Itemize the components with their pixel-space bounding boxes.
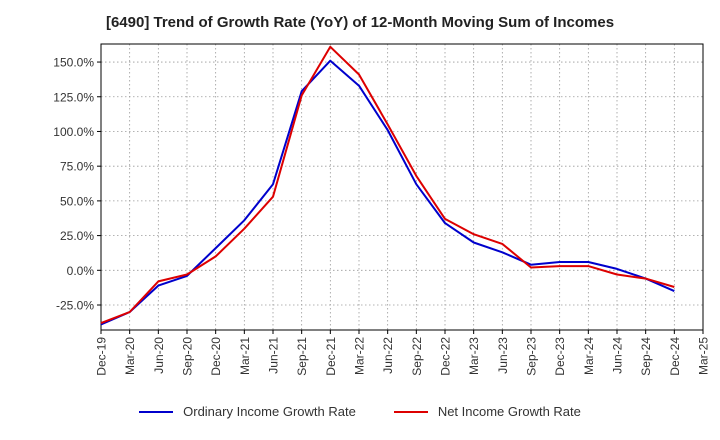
x-tick-label: Jun-23 (496, 337, 510, 374)
plot-area-frame (100, 43, 704, 331)
series-lines (100, 45, 675, 326)
legend-item-ordinary-income: Ordinary Income Growth Rate (139, 404, 356, 419)
x-tick-label: Dec-20 (209, 337, 223, 376)
x-tick-label: Sep-24 (639, 337, 653, 376)
series-line-ordinary-income (100, 59, 675, 326)
y-tick-label: 150.0% (53, 56, 94, 70)
x-tick-label: Sep-23 (525, 337, 539, 376)
x-tick-label: Jun-20 (152, 337, 166, 374)
x-tick-label: Dec-19 (95, 337, 109, 376)
x-tick-label: Mar-20 (123, 337, 137, 375)
x-tick-label: Dec-22 (439, 337, 453, 376)
x-tick-label: Sep-20 (181, 337, 195, 376)
x-tick-label: Dec-23 (553, 337, 567, 376)
y-tick-label: 125.0% (53, 90, 94, 104)
x-tick-label: Jun-24 (611, 337, 625, 374)
x-tick-label: Jun-21 (267, 337, 281, 374)
legend-item-net-income: Net Income Growth Rate (393, 404, 581, 419)
chart-title: [6490] Trend of Growth Rate (YoY) of 12-… (105, 14, 615, 31)
y-axis-tick-labels: 150.0% 125.0% 100.0% 75.0% 50.0% 25.0% 0.0% -25… (53, 56, 101, 313)
legend-label-ordinary-income: Ordinary Income Growth Rate (183, 404, 356, 419)
x-tick-label: Mar-24 (582, 337, 596, 375)
y-tick-label: 100.0% (53, 125, 94, 139)
legend: Ordinary Income Growth Rate Net Income G… (0, 404, 720, 419)
legend-swatch-net-income (393, 410, 428, 413)
x-tick-label: Mar-21 (238, 337, 252, 375)
x-tick-label: Jun-22 (381, 337, 395, 374)
x-axis-tick-labels: Dec-19 Mar-20 Jun-20 Sep-20 Dec-20 Mar-21 Jun-… (95, 330, 711, 376)
legend-label-net-income: Net Income Growth Rate (437, 404, 581, 419)
x-tick-label: Mar-22 (353, 337, 367, 375)
y-tick-label: 75.0% (60, 160, 94, 174)
y-tick-label: 0.0% (67, 264, 95, 278)
y-tick-label: 25.0% (60, 229, 94, 243)
x-tick-label: Dec-21 (324, 337, 338, 376)
series-line-net-income (100, 45, 675, 325)
x-tick-label: Dec-24 (668, 337, 682, 376)
x-tick-label: Sep-22 (410, 337, 424, 376)
x-tick-label: Mar-25 (697, 337, 711, 375)
x-tick-label: Sep-21 (295, 337, 309, 376)
y-tick-label: -25.0% (56, 299, 94, 313)
x-tick-label: Mar-23 (467, 337, 481, 375)
legend-swatch-ordinary-income (139, 410, 174, 413)
grid-lines (100, 44, 704, 330)
y-tick-label: 50.0% (60, 194, 94, 208)
